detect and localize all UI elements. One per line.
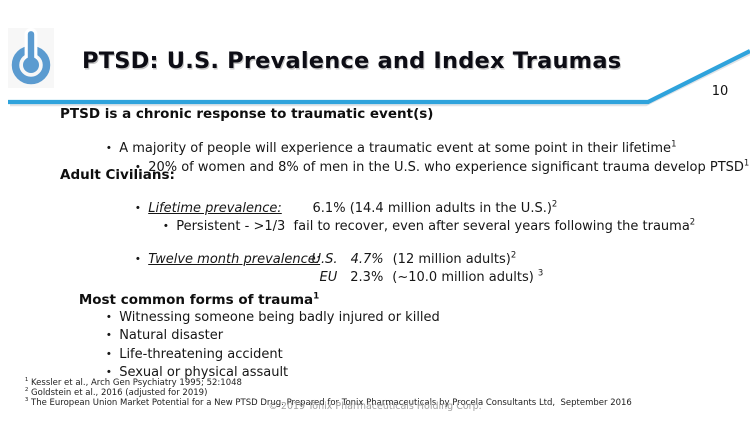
footnote-number: 2 xyxy=(24,387,29,394)
bullet-icon: • xyxy=(105,366,112,379)
us-percentage: 4.7% xyxy=(350,252,384,267)
trauma-item-text: Natural disaster xyxy=(119,328,224,343)
trauma-item-text: Witnessing someone being badly injured o… xyxy=(119,310,440,325)
bullet-text: A majority of people will experience a t… xyxy=(119,141,672,156)
trauma-item-text: Sexual or physical assault xyxy=(119,365,289,380)
footnote-ref: 1 xyxy=(313,291,320,302)
lifetime-prevalence-value: 6.1% (14.4 million adults in the U.S.)2 xyxy=(296,186,558,231)
us-adults-detail: (12 million adults) xyxy=(392,252,511,267)
trauma-item: • Witnessing someone being badly injured … xyxy=(88,295,440,340)
copyright-notice: © 2019 Tonix Pharmaceuticals Holding Cor… xyxy=(268,401,482,412)
footnote-ref: 2 xyxy=(510,249,517,260)
footnote-1: 1 Kessler et al., Arch Gen Psychiatry 19… xyxy=(14,368,242,398)
footnote-ref: 3 xyxy=(537,267,544,278)
eu-percentage: 2.3% xyxy=(350,270,384,285)
bullet-icon: • xyxy=(105,142,112,155)
bullet-icon: • xyxy=(162,220,169,233)
footnote-text: The European Union Market Potential for … xyxy=(28,398,632,408)
twelve-month-eu-value: EU 2.3% (~10.0 million adults) 3 xyxy=(303,255,544,300)
trauma-item: • Natural disaster xyxy=(88,313,223,358)
lifetime-label-text: Lifetime prevalence: xyxy=(148,201,282,216)
bullet-icon: • xyxy=(134,253,141,266)
section1-heading: PTSD is a chronic response to traumatic … xyxy=(60,106,434,122)
eu-adults-detail: (~10.0 million adults) xyxy=(392,270,538,285)
bullet-icon: • xyxy=(134,202,141,215)
footnote-number: 3 xyxy=(24,397,29,404)
bullet-text: 20% of women and 8% of men in the U.S. w… xyxy=(148,160,744,175)
section1-bullet-2: • 20% of women and 8% of men in the U.S. … xyxy=(117,145,749,190)
page-number: 10 xyxy=(711,84,729,99)
bullet-icon: • xyxy=(105,329,112,342)
footnote-ref: 1 xyxy=(671,138,677,149)
lifetime-prevalence-label: • Lifetime prevalence: xyxy=(117,186,282,231)
bullet-icon: • xyxy=(134,161,141,174)
tonix-power-logo-icon xyxy=(8,27,54,88)
bullet-icon: • xyxy=(105,348,112,361)
section3-heading-text: Most common forms of trauma xyxy=(78,292,314,308)
persistent-bullet: • Persistent - >1/3 fail to recover, even… xyxy=(145,204,695,249)
trauma-item: • Life-threatening accident xyxy=(88,332,283,377)
footnote-number: 1 xyxy=(24,377,29,384)
footnote-ref: 1 xyxy=(743,157,750,168)
lifetime-value-text: 6.1% (14.4 million adults in the U.S.) xyxy=(312,201,552,216)
footnote-2: 2 Goldstein et al., 2016 (adjusted for 2… xyxy=(14,378,208,408)
persistent-text: Persistent - >1/3 fail to recover, even … xyxy=(176,219,690,234)
trauma-item: • Sexual or physical assault xyxy=(88,350,288,395)
bullet-icon: • xyxy=(105,311,112,324)
footnote-3: 3 The European Union Market Potential fo… xyxy=(14,388,632,418)
trauma-item-text: Life-threatening accident xyxy=(119,347,283,362)
twelve-month-us-value: U.S. 4.7% (12 million adults)2 xyxy=(295,237,517,282)
slide-title: PTSD: U.S. Prevalence and Index Traumas xyxy=(82,48,622,74)
footnote-ref: 2 xyxy=(551,198,558,209)
section3-heading: Most common forms of trauma1 xyxy=(60,276,319,324)
twelve-month-label-text: Twelve month prevalence: xyxy=(148,252,321,267)
section2-heading: Adult Civilians: xyxy=(60,167,175,183)
twelve-month-prevalence-label: • Twelve month prevalence: xyxy=(117,237,320,282)
footnote-text: Kessler et al., Arch Gen Psychiatry 1995… xyxy=(28,378,242,388)
section1-bullet-1: • A majority of people will experience a … xyxy=(88,126,676,171)
footnote-ref: 2 xyxy=(689,216,696,227)
footnote-text: Goldstein et al., 2016 (adjusted for 201… xyxy=(28,388,208,398)
us-region-label: U.S. xyxy=(311,252,338,267)
eu-region-label: EU xyxy=(319,270,338,285)
